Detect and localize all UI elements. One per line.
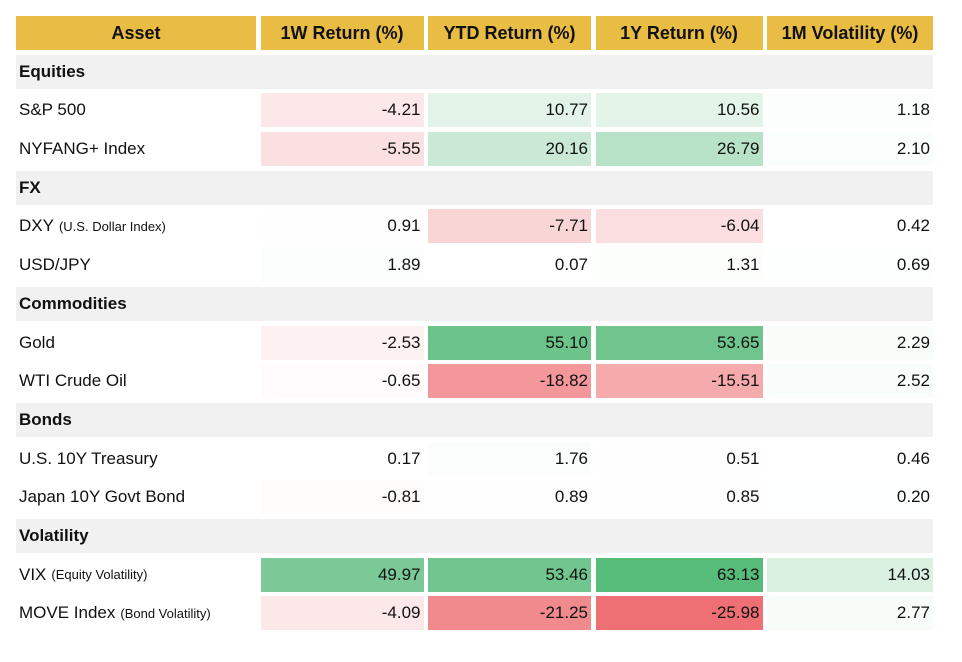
section-title: Equities xyxy=(16,54,933,89)
column-header: YTD Return (%) xyxy=(428,16,591,50)
asset-name: U.S. 10Y Treasury xyxy=(16,442,256,476)
value-cell: 2.10 xyxy=(767,132,933,167)
value-cell: 1.89 xyxy=(260,248,424,283)
value-cell: 53.46 xyxy=(428,557,591,592)
asset-note: (Equity Volatility) xyxy=(51,567,148,583)
value-cell: 0.07 xyxy=(428,248,591,283)
value-cell: -21.25 xyxy=(428,596,591,631)
value-cell: 0.20 xyxy=(767,480,933,515)
asset-label: WTI Crude Oil xyxy=(19,371,127,391)
value-cell: 2.77 xyxy=(767,596,933,631)
asset-label: Japan 10Y Govt Bond xyxy=(19,487,186,507)
asset-label: NYFANG+ Index xyxy=(19,139,146,159)
value-cell: 0.91 xyxy=(260,209,424,244)
column-header: 1W Return (%) xyxy=(260,16,424,50)
value-cell: 2.52 xyxy=(767,364,933,399)
asset-label: VIX xyxy=(19,564,47,584)
value-cell: 0.69 xyxy=(767,248,933,283)
section-title: Commodities xyxy=(16,286,933,321)
value-cell: 0.46 xyxy=(767,441,933,476)
asset-note: (U.S. Dollar Index) xyxy=(58,218,166,234)
value-cell: -4.21 xyxy=(260,93,424,128)
value-cell: -25.98 xyxy=(595,596,763,631)
asset-label: S&P 500 xyxy=(19,100,86,120)
value-cell: -6.04 xyxy=(595,209,763,244)
value-cell: 0.42 xyxy=(767,209,933,244)
section-title: Volatility xyxy=(16,518,933,553)
asset-label: USD/JPY xyxy=(19,255,91,275)
asset-name: VIX (Equity Volatility) xyxy=(16,558,256,592)
column-header: 1M Volatility (%) xyxy=(767,16,933,50)
value-cell: 10.56 xyxy=(595,93,763,128)
value-cell: 53.65 xyxy=(595,325,763,360)
section-title: Bonds xyxy=(16,402,933,437)
asset-name: S&P 500 xyxy=(16,93,256,127)
value-cell: 26.79 xyxy=(595,132,763,167)
value-cell: 0.17 xyxy=(260,441,424,476)
value-cell: 49.97 xyxy=(260,557,424,592)
asset-name: Gold xyxy=(16,326,256,360)
asset-name: Japan 10Y Govt Bond xyxy=(16,480,256,514)
value-cell: 1.76 xyxy=(428,441,591,476)
asset-name: MOVE Index (Bond Volatility) xyxy=(16,596,256,630)
value-cell: 0.51 xyxy=(595,441,763,476)
asset-name: WTI Crude Oil xyxy=(16,364,256,398)
asset-label: MOVE Index xyxy=(19,603,116,623)
asset-label: Gold xyxy=(19,332,55,352)
asset-label: DXY xyxy=(19,216,54,236)
column-header: 1Y Return (%) xyxy=(595,16,763,50)
asset-name: DXY (U.S. Dollar Index) xyxy=(16,209,256,243)
value-cell: -18.82 xyxy=(428,364,591,399)
asset-label: U.S. 10Y Treasury xyxy=(19,448,158,468)
asset-note: (Bond Volatility) xyxy=(120,605,211,621)
column-header: Asset xyxy=(16,16,256,50)
value-cell: 0.85 xyxy=(595,480,763,515)
value-cell: 14.03 xyxy=(767,557,933,592)
returns-table: Asset 1W Return (%) YTD Return (%) 1Y Retur… xyxy=(16,16,933,631)
value-cell: 10.77 xyxy=(428,93,591,128)
value-cell: -0.81 xyxy=(260,480,424,515)
value-cell: 0.89 xyxy=(428,480,591,515)
value-cell: -7.71 xyxy=(428,209,591,244)
value-cell: 20.16 xyxy=(428,132,591,167)
value-cell: -15.51 xyxy=(595,364,763,399)
section-title: FX xyxy=(16,170,933,205)
value-cell: -5.55 xyxy=(260,132,424,167)
value-cell: 1.31 xyxy=(595,248,763,283)
value-cell: 55.10 xyxy=(428,325,591,360)
value-cell: -4.09 xyxy=(260,596,424,631)
value-cell: 1.18 xyxy=(767,93,933,128)
value-cell: 63.13 xyxy=(595,557,763,592)
asset-name: NYFANG+ Index xyxy=(16,132,256,166)
asset-name: USD/JPY xyxy=(16,248,256,282)
value-cell: -2.53 xyxy=(260,325,424,360)
value-cell: 2.29 xyxy=(767,325,933,360)
value-cell: -0.65 xyxy=(260,364,424,399)
